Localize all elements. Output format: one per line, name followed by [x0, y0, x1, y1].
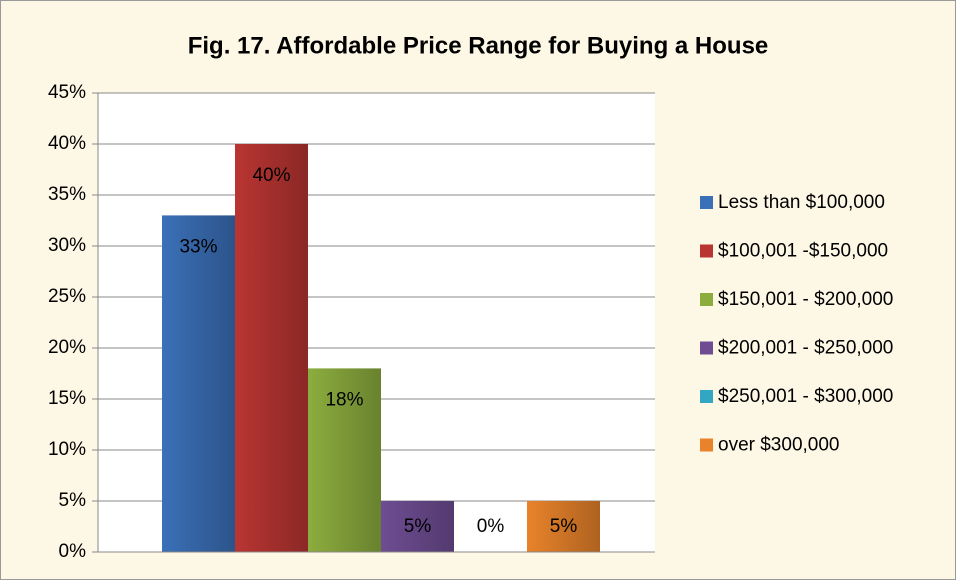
- legend-swatch: [700, 390, 713, 403]
- legend-label: Less than $100,000: [718, 192, 885, 213]
- data-label: 33%: [179, 236, 217, 257]
- bar: [235, 144, 308, 552]
- y-tick-label: 20%: [48, 337, 86, 358]
- data-label: 40%: [252, 165, 290, 186]
- legend-label: $200,001 - $250,000: [718, 338, 893, 359]
- bar: [308, 368, 381, 552]
- legend-swatch: [700, 341, 713, 355]
- bar: [381, 501, 454, 552]
- y-tick-label: 40%: [48, 133, 86, 154]
- y-tick-label: 0%: [59, 541, 87, 562]
- y-tick-label: 15%: [48, 388, 86, 409]
- y-tick-label: 10%: [48, 439, 86, 460]
- bar: [162, 215, 235, 552]
- y-tick-label: 25%: [48, 286, 86, 307]
- legend-label: over $300,000: [718, 435, 840, 456]
- data-label: 5%: [404, 516, 432, 537]
- bar: [527, 501, 600, 552]
- y-tick-label: 30%: [48, 235, 86, 256]
- legend-swatch: [700, 293, 713, 306]
- chart-title: Fig. 17. Affordable Price Range for Buyi…: [188, 32, 769, 59]
- legend-swatch: [700, 196, 713, 209]
- legend-label: $250,001 - $300,000: [718, 386, 893, 407]
- y-tick-label: 45%: [48, 82, 86, 103]
- data-label: 0%: [477, 516, 505, 537]
- legend-swatch: [700, 438, 713, 452]
- data-label: 18%: [325, 389, 363, 410]
- y-tick-label: 35%: [48, 184, 86, 205]
- y-tick-label: 5%: [59, 490, 87, 511]
- legend-label: $100,001 -$150,000: [718, 241, 888, 262]
- data-label: 5%: [550, 516, 578, 537]
- legend-swatch: [700, 244, 713, 258]
- legend-label: $150,001 - $200,000: [718, 289, 893, 310]
